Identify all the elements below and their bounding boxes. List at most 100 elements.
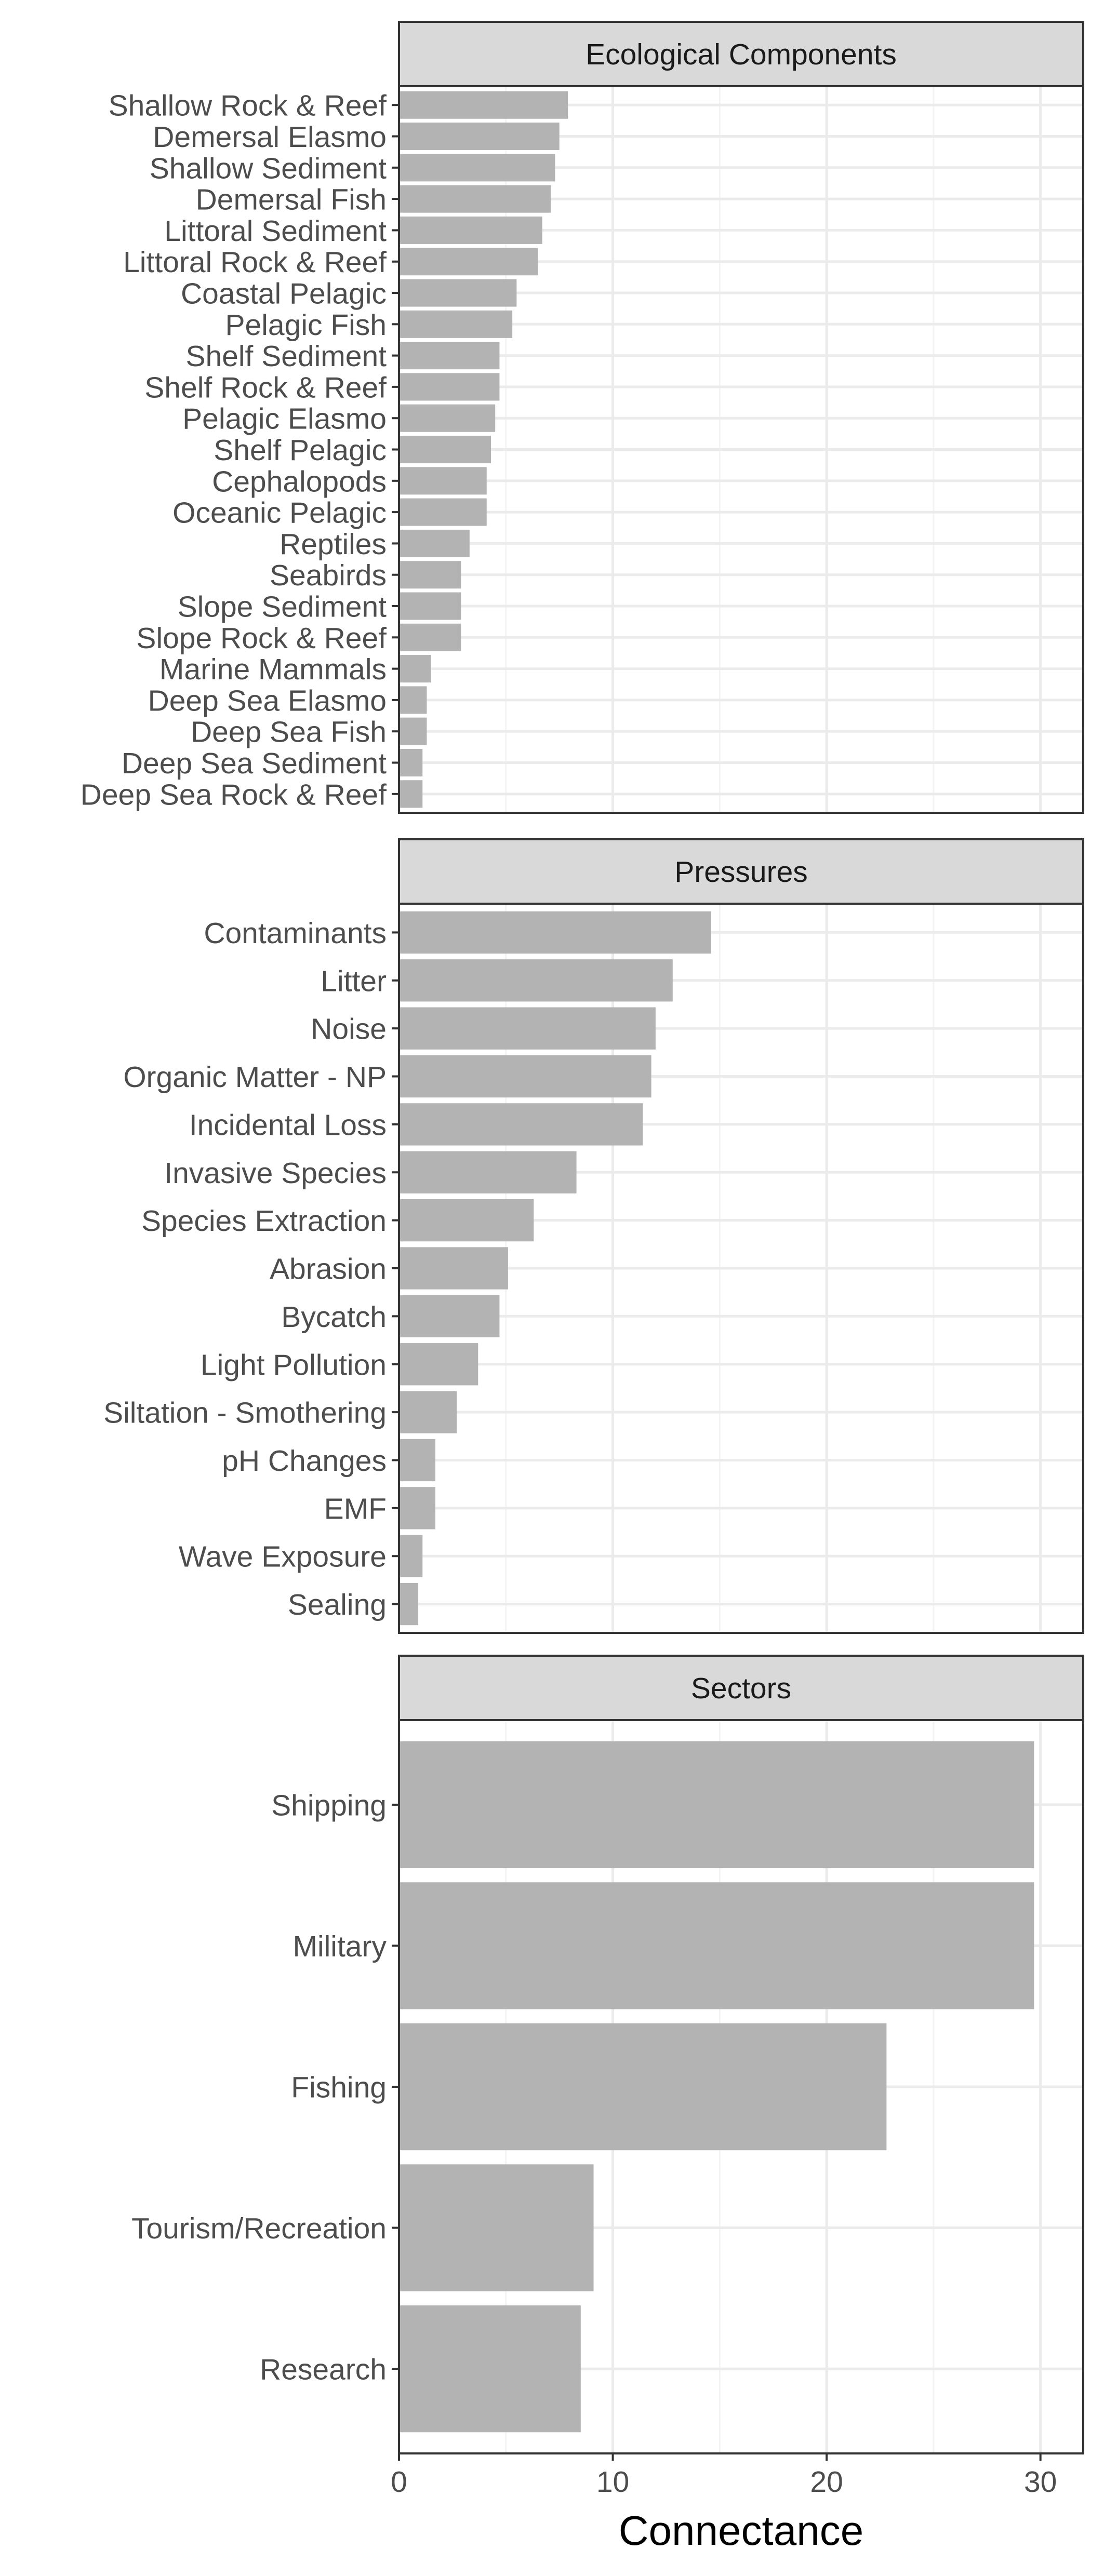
bar: [399, 1487, 435, 1530]
bar: [399, 561, 461, 589]
category-label: Shelf Rock & Reef: [144, 371, 387, 404]
facet-strip: [398, 21, 1084, 87]
category-label: pH Changes: [222, 1444, 387, 1478]
facet-panel-0: Ecological Components Shallow Rock & Reef…: [81, 21, 1084, 814]
category-label: Fishing: [291, 2071, 387, 2104]
panel-border: [398, 85, 1084, 814]
category-label: Abrasion: [270, 1253, 387, 1286]
bar: [399, 279, 517, 307]
bar: [399, 91, 568, 119]
category-label: Deep Sea Fish: [191, 716, 387, 749]
bar: [399, 686, 427, 714]
bar: [399, 498, 487, 526]
category-label: Shallow Sediment: [150, 152, 387, 185]
bar: [399, 248, 538, 276]
category-label: Slope Sediment: [178, 591, 387, 624]
bar: [399, 1247, 508, 1290]
category-label: Seabirds: [270, 559, 387, 592]
bar: [399, 623, 461, 651]
category-label: Light Pollution: [201, 1348, 387, 1381]
bar: [399, 592, 461, 620]
facet-title: Sectors: [691, 1672, 791, 1705]
category-label: Marine Mammals: [159, 653, 387, 686]
category-label: Deep Sea Sediment: [122, 747, 387, 780]
category-label: Contaminants: [204, 917, 387, 950]
category-label: Shipping: [271, 1789, 387, 1822]
bar: [399, 122, 560, 151]
bar: [399, 1582, 419, 1626]
x-tick-label: 0: [391, 2465, 407, 2499]
category-label: Demersal Elasmo: [153, 120, 387, 154]
bar: [399, 1439, 435, 1482]
bar: [399, 529, 470, 557]
category-label: Demersal Fish: [196, 183, 387, 217]
category-label: Pelagic Fish: [225, 308, 387, 342]
category-label: Pelagic Elasmo: [182, 403, 387, 436]
facet-panel-2: Sectors Shipping Military Fishing Tourism/Re…: [131, 1655, 1084, 2454]
category-label: Incidental Loss: [189, 1108, 387, 1142]
bar: [399, 342, 500, 370]
category-label: Organic Matter - NP: [123, 1061, 387, 1094]
category-label: Oceanic Pelagic: [172, 497, 387, 530]
bar: [399, 1007, 656, 1050]
bar: [399, 467, 487, 495]
category-label: Littoral Rock & Reef: [123, 246, 387, 279]
bar: [399, 1343, 478, 1386]
bar: [399, 1741, 1034, 1869]
x-axis-title: Connectance: [619, 2507, 863, 2554]
category-label: Shelf Sediment: [185, 340, 387, 373]
facet-panel-1: Pressures Contaminants Litter Noise Organic …: [103, 838, 1084, 1634]
bar: [399, 748, 423, 777]
bar: [399, 2305, 581, 2433]
bar: [399, 717, 427, 745]
facet-strip: [398, 838, 1084, 905]
category-label: Cephalopods: [212, 465, 387, 498]
panel-border: [398, 1719, 1084, 2454]
x-tick-label: 30: [1024, 2465, 1057, 2499]
category-label: Wave Exposure: [179, 1540, 387, 1574]
facet-strip: [398, 1655, 1084, 1721]
bar: [399, 911, 711, 954]
category-label: Military: [293, 1930, 387, 1963]
bar: [399, 216, 542, 244]
category-label: Siltation - Smothering: [103, 1397, 387, 1430]
bar: [399, 655, 431, 683]
bar: [399, 1199, 534, 1242]
bar: [399, 154, 555, 182]
category-label: Shelf Pelagic: [214, 434, 387, 467]
bar: [399, 1103, 643, 1146]
category-label: Species Extraction: [141, 1204, 387, 1238]
bar: [399, 2164, 594, 2291]
category-label: Coastal Pelagic: [181, 277, 387, 311]
facet-title: Ecological Components: [586, 38, 897, 71]
bar: [399, 1882, 1034, 2009]
bar: [399, 780, 423, 808]
bar: [399, 1535, 423, 1577]
x-tick-label: 20: [810, 2465, 843, 2499]
panel-border: [398, 903, 1084, 1634]
category-label: EMF: [324, 1492, 387, 1525]
bar: [399, 435, 491, 464]
bar: [399, 1391, 457, 1433]
category-label: Shallow Rock & Reef: [109, 89, 387, 123]
bar: [399, 373, 500, 401]
category-label: Litter: [321, 964, 387, 998]
category-label: Invasive Species: [164, 1157, 387, 1190]
category-label: Tourism/Recreation: [131, 2212, 387, 2245]
category-label: Deep Sea Rock & Reef: [81, 778, 387, 811]
bar: [399, 310, 513, 338]
bar: [399, 959, 673, 1002]
bar: [399, 2023, 887, 2151]
category-label: Slope Rock & Reef: [136, 622, 387, 655]
x-axis: 0 10 20 30 Connectance: [391, 2453, 1057, 2554]
category-label: Deep Sea Elasmo: [148, 684, 387, 717]
category-label: Bycatch: [281, 1300, 387, 1334]
category-label: Noise: [311, 1013, 387, 1046]
bar: [399, 1151, 577, 1193]
category-label: Research: [260, 2353, 387, 2386]
category-label: Littoral Sediment: [164, 214, 387, 248]
bar: [399, 1055, 651, 1098]
bar: [399, 185, 551, 213]
x-tick-label: 10: [596, 2465, 629, 2499]
